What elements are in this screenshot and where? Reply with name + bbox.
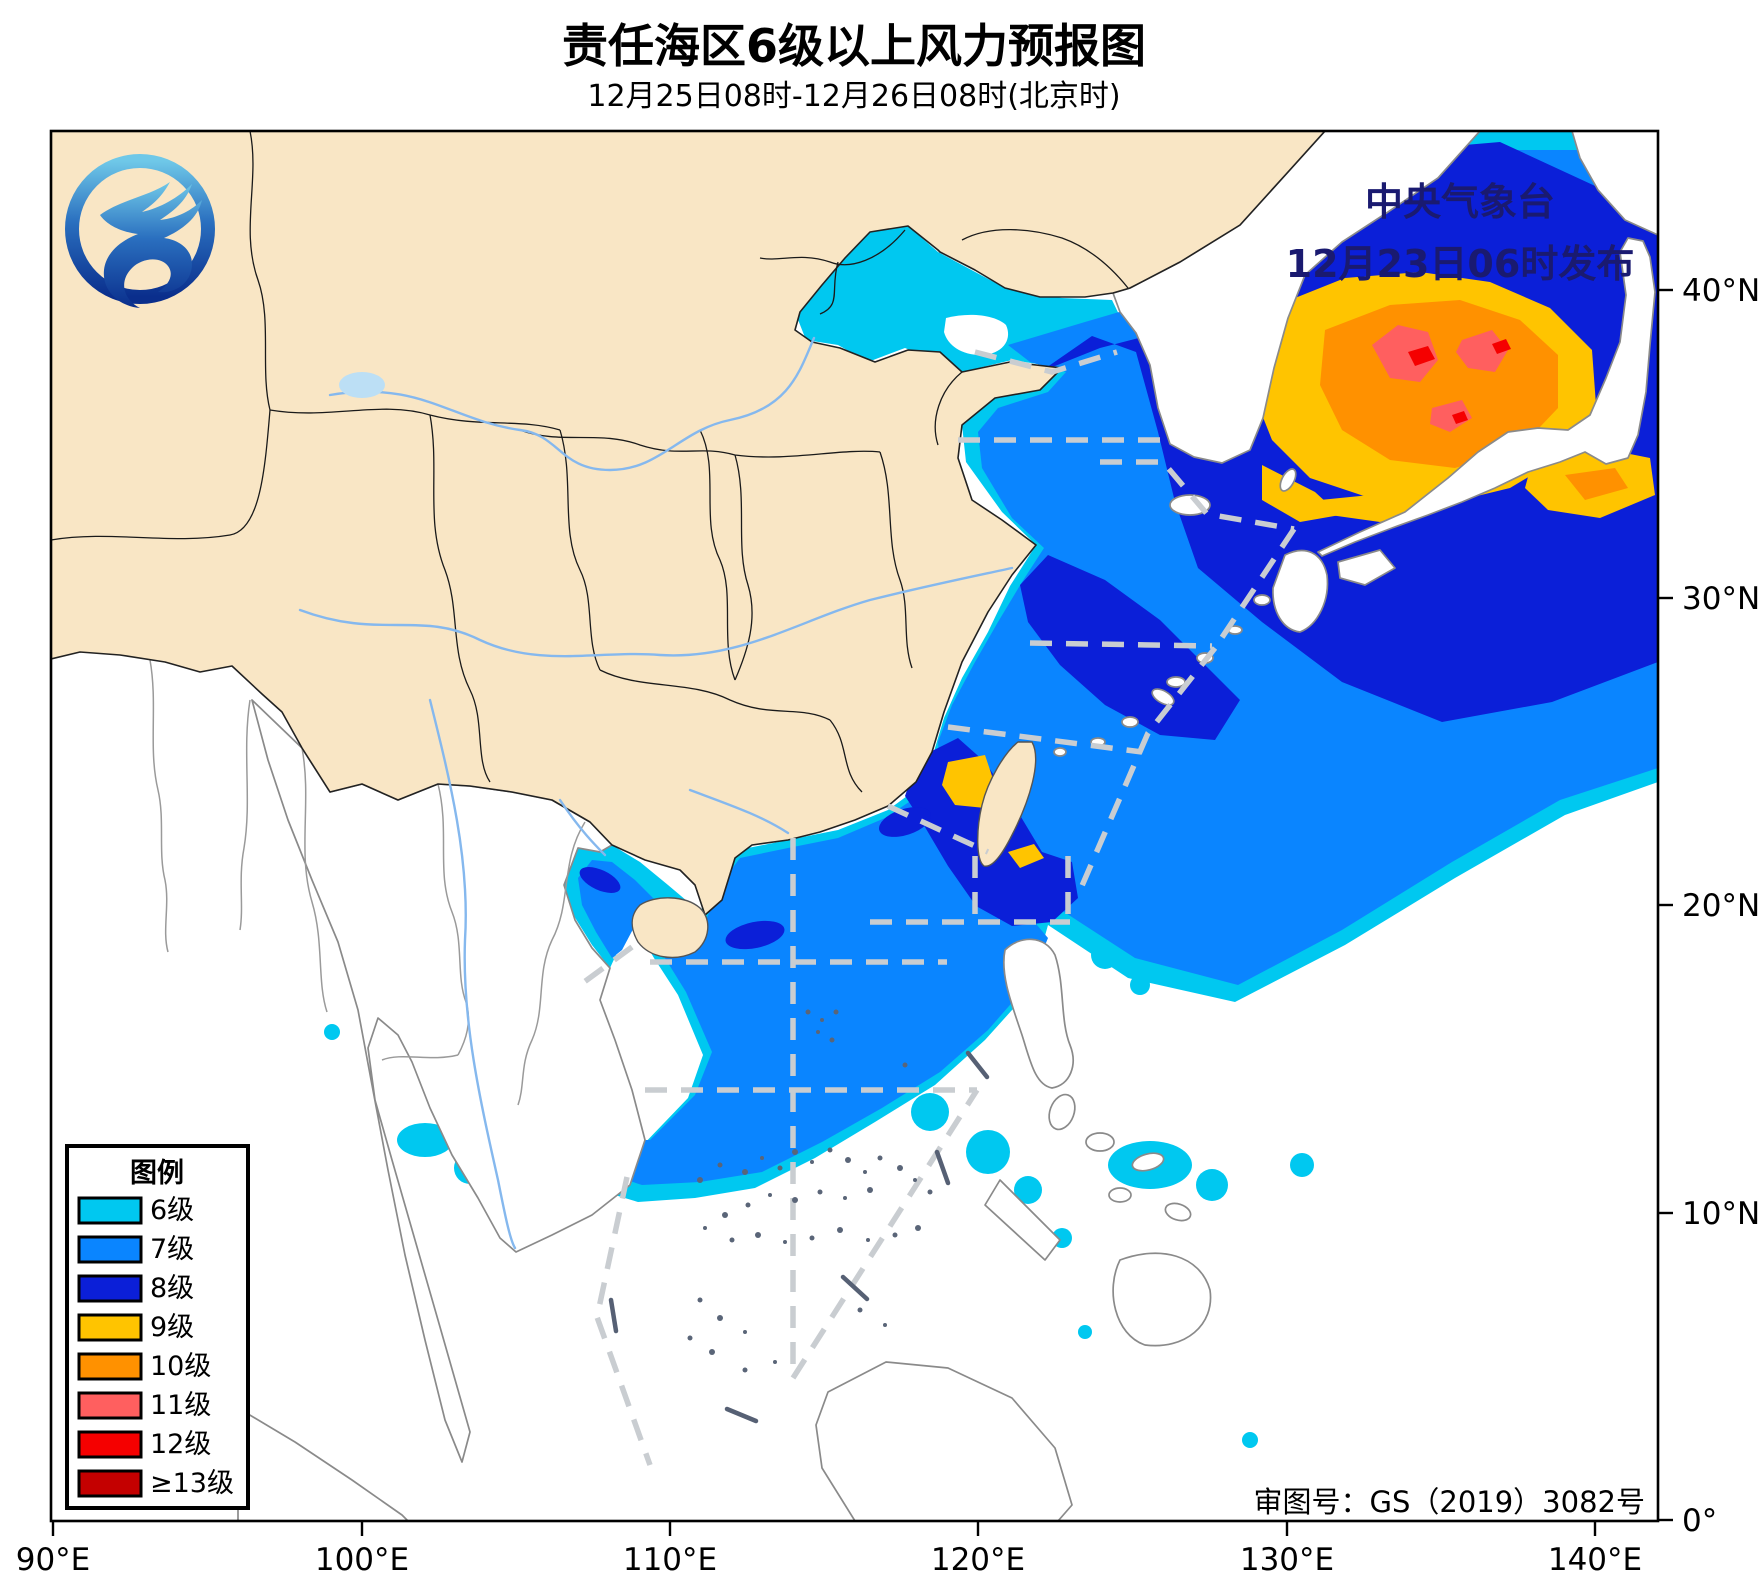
- foreign-lands: [149, 131, 1658, 1521]
- lon-label: 90°E: [16, 1542, 91, 1578]
- legend-title: 图例: [130, 1158, 184, 1189]
- legend-item: 9级: [77, 1312, 194, 1343]
- lon-label: 110°E: [623, 1542, 717, 1578]
- lat-label: 10°N: [1682, 1196, 1760, 1232]
- page-subtitle: 12月25日08时-12月26日08时(北京时): [587, 79, 1120, 114]
- legend-label-8: 8级: [150, 1273, 194, 1304]
- legend-item: 6级: [77, 1195, 194, 1226]
- bohai-calm-patch: [944, 314, 1009, 356]
- lon-label: 100°E: [315, 1542, 409, 1578]
- island-reef-dots: [687, 1009, 933, 1373]
- lon-label: 120°E: [931, 1542, 1025, 1578]
- issuer-agency: 中央气象台: [1365, 180, 1555, 224]
- cma-logo: [65, 154, 215, 308]
- legend-label-12: 12级: [150, 1429, 211, 1460]
- lon-label: 140°E: [1548, 1542, 1642, 1578]
- rivers: [298, 336, 1014, 1250]
- taiwan-island: [977, 741, 1037, 867]
- map-interior: 中央气象台 12月23日06时发布 审图号：GS（2019）3082号: [51, 131, 1658, 1521]
- legend: 图例 6级 7级 8级 9级 10级 11级 12级 ≥13级: [65, 1144, 250, 1510]
- legend-swatch-7: [77, 1235, 143, 1264]
- forecast-zone-boundaries: [578, 349, 1297, 1466]
- latitude-labels: 40°N 30°N 20°N 10°N 0°: [1682, 273, 1760, 1539]
- legend-swatch-6: [77, 1196, 143, 1225]
- qinghai-lake: [339, 372, 385, 398]
- lat-label: 20°N: [1682, 888, 1760, 924]
- china-land: [51, 131, 1326, 916]
- legend-swatch-9: [77, 1313, 143, 1342]
- legend-item: 11级: [77, 1390, 211, 1421]
- legend-swatch-11: [77, 1391, 143, 1420]
- wind-area-level11: [1372, 325, 1508, 432]
- lat-label: 30°N: [1682, 581, 1760, 617]
- lat-label: 40°N: [1682, 273, 1760, 309]
- legend-label-11: 11级: [150, 1390, 211, 1421]
- legend-label-13: ≥13级: [150, 1468, 234, 1499]
- nine-dash-line: [608, 1050, 990, 1424]
- legend-item: 8级: [77, 1273, 194, 1304]
- legend-item: 12级: [77, 1429, 211, 1460]
- longitude-labels: 90°E 100°E 110°E 120°E 130°E 140°E: [16, 1542, 1642, 1578]
- legend-item: 10级: [77, 1351, 211, 1382]
- axis-ticks: [51, 288, 1673, 1536]
- legend-label-10: 10级: [150, 1351, 211, 1382]
- legend-item: 7级: [77, 1234, 194, 1265]
- issuer-annotation: 中央气象台 12月23日06时发布: [1286, 180, 1635, 286]
- legend-swatch-10: [77, 1352, 143, 1381]
- lon-label: 130°E: [1240, 1542, 1334, 1578]
- issuer-time: 12月23日06时发布: [1286, 242, 1635, 286]
- page-title: 责任海区6级以上风力预报图: [562, 19, 1146, 73]
- legend-swatch-13: [77, 1469, 143, 1498]
- legend-item: ≥13级: [77, 1468, 234, 1499]
- legend-label-9: 9级: [150, 1312, 194, 1343]
- province-borders: [51, 131, 1129, 793]
- hainan-island: [631, 897, 709, 959]
- legend-label-7: 7级: [150, 1234, 194, 1265]
- legend-swatch-12: [77, 1430, 143, 1459]
- map-review-number: 审图号：GS（2019）3082号: [1254, 1485, 1646, 1519]
- wind-area-level12: [1408, 339, 1511, 424]
- legend-swatch-8: [77, 1274, 143, 1303]
- lat-label: 0°: [1682, 1503, 1717, 1539]
- map-frame: [49, 129, 1660, 1523]
- legend-label-6: 6级: [150, 1195, 194, 1226]
